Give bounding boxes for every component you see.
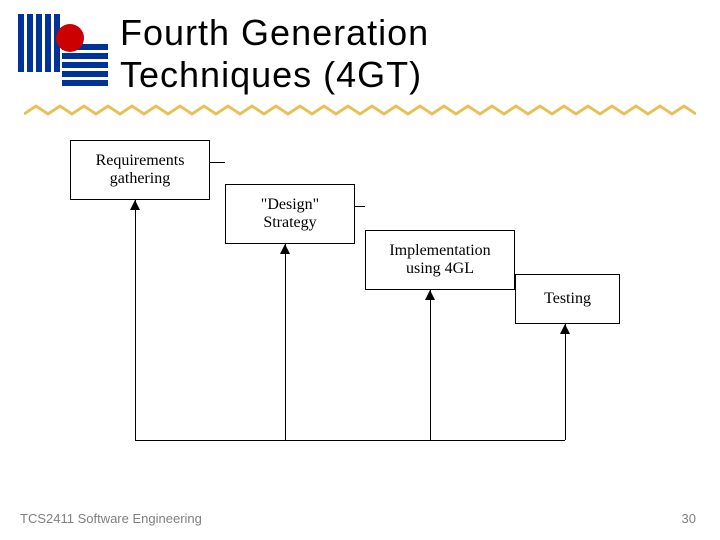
node-3-line-2: using 4GL	[406, 260, 474, 278]
arrow-1-head	[130, 200, 140, 210]
node-design-strategy: "Design" Strategy	[225, 184, 355, 244]
shelf-1	[210, 162, 225, 163]
logo	[18, 14, 108, 99]
arrow-3-line	[430, 290, 431, 440]
shelf-2	[355, 206, 365, 207]
arrow-4-head	[560, 324, 570, 334]
title-underline	[24, 104, 696, 118]
arrow-1-line	[135, 200, 136, 440]
node-2-line-2: Strategy	[263, 214, 316, 232]
node-implementation-4gl: Implementation using 4GL	[365, 230, 515, 290]
diagram: Requirements gathering "Design" Strategy…	[60, 140, 630, 450]
slide-title: Fourth Generation Techniques (4GT)	[120, 12, 429, 96]
title-line-2: Techniques (4GT)	[120, 54, 429, 96]
node-1-line-1: Requirements	[96, 152, 185, 170]
node-4-line-1: Testing	[544, 290, 591, 308]
arrow-3-head	[425, 290, 435, 300]
slide: Fourth Generation Techniques (4GT) Requi…	[0, 0, 720, 540]
node-1-line-2: gathering	[110, 170, 170, 188]
footer-course: TCS2411 Software Engineering	[20, 511, 202, 526]
title-line-1: Fourth Generation	[120, 12, 429, 54]
arrow-4-line	[565, 324, 566, 440]
arrow-2-line	[285, 244, 286, 440]
node-testing: Testing	[515, 274, 620, 324]
arrow-2-head	[280, 244, 290, 254]
base-connector	[135, 440, 565, 441]
node-2-line-1: "Design"	[261, 196, 319, 214]
node-requirements-gathering: Requirements gathering	[70, 140, 210, 200]
page-number: 30	[682, 511, 696, 526]
node-3-line-1: Implementation	[389, 242, 490, 260]
